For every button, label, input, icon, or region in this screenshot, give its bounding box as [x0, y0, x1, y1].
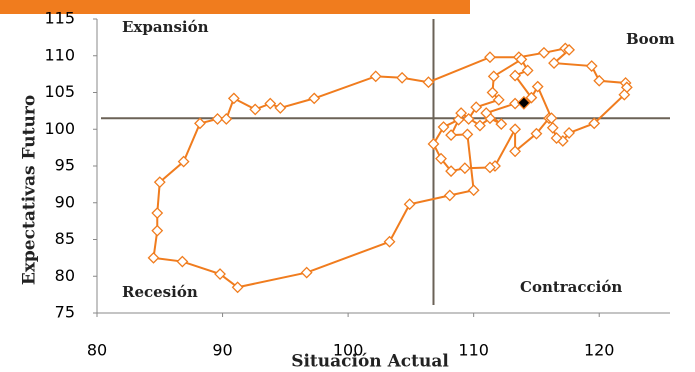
y-tick-label: 80	[55, 266, 75, 285]
point	[176, 255, 189, 268]
point	[484, 51, 496, 64]
y-axis-title: Expectativas Futuro	[20, 95, 40, 285]
point	[525, 91, 538, 104]
quadrant-label: Expansión	[122, 18, 209, 36]
point	[487, 70, 500, 83]
point	[458, 162, 471, 175]
point	[445, 129, 457, 142]
point	[177, 155, 190, 168]
title-banner	[0, 0, 470, 14]
point	[495, 118, 508, 131]
point	[274, 102, 287, 114]
x-tick-label: 90	[212, 341, 232, 360]
point	[153, 176, 166, 189]
x-tick-label: 110	[458, 341, 489, 360]
point	[455, 107, 468, 119]
point	[443, 189, 456, 202]
point	[151, 207, 164, 219]
point	[588, 117, 601, 130]
point	[227, 92, 240, 105]
point	[530, 127, 543, 140]
point	[492, 93, 505, 106]
last-point	[516, 95, 531, 110]
quadrant-label: Contracción	[520, 278, 622, 296]
point	[231, 281, 244, 294]
y-tick-label: 115	[44, 9, 75, 28]
point	[546, 121, 559, 134]
point	[396, 71, 409, 84]
point	[461, 128, 474, 141]
x-tick-label: 120	[584, 341, 615, 360]
point	[194, 117, 206, 130]
point	[486, 86, 499, 99]
x-axis-title: Situación Actual	[291, 352, 449, 372]
x-tick-label: 100	[333, 341, 364, 360]
quadrant-label: Boom	[626, 30, 675, 48]
point	[484, 161, 496, 174]
point	[427, 138, 440, 150]
point	[437, 121, 450, 133]
point	[300, 266, 313, 279]
y-tick-label: 110	[44, 45, 75, 64]
point	[521, 64, 534, 77]
point	[308, 92, 321, 105]
point	[550, 132, 563, 144]
point	[249, 103, 262, 116]
point	[467, 184, 480, 197]
point	[618, 88, 631, 101]
y-tick-label: 105	[44, 82, 75, 101]
point	[538, 46, 550, 59]
point	[214, 268, 226, 280]
point	[369, 70, 382, 83]
point	[563, 43, 576, 56]
point	[422, 76, 435, 89]
point	[593, 74, 606, 87]
point	[445, 165, 457, 178]
point	[462, 113, 475, 125]
point	[545, 112, 558, 125]
point	[509, 69, 522, 82]
y-tick-label: 90	[55, 192, 75, 211]
point	[220, 113, 233, 125]
point	[563, 127, 576, 139]
series-line	[152, 47, 628, 289]
point	[509, 123, 522, 136]
plot-area: 75 80 85 90 95 100 105 110 115 80 90 100 110 120	[44, 9, 670, 360]
point	[480, 107, 493, 119]
y-tick-label: 100	[44, 119, 75, 138]
point	[211, 113, 224, 125]
y-tick-label: 75	[55, 303, 75, 322]
y-tick-label: 85	[55, 229, 75, 248]
point	[509, 145, 522, 158]
point	[531, 80, 544, 93]
point	[474, 119, 486, 132]
x-tick-label: 80	[87, 341, 107, 360]
point	[264, 97, 277, 110]
point	[383, 235, 396, 248]
point	[470, 101, 483, 114]
point	[147, 251, 160, 264]
point	[515, 53, 528, 66]
y-tick-label: 95	[55, 156, 75, 175]
point	[403, 198, 416, 211]
point	[585, 60, 598, 72]
point	[548, 57, 560, 70]
point	[435, 152, 447, 165]
point	[151, 224, 164, 237]
quadrant-label: Recesión	[122, 283, 198, 301]
